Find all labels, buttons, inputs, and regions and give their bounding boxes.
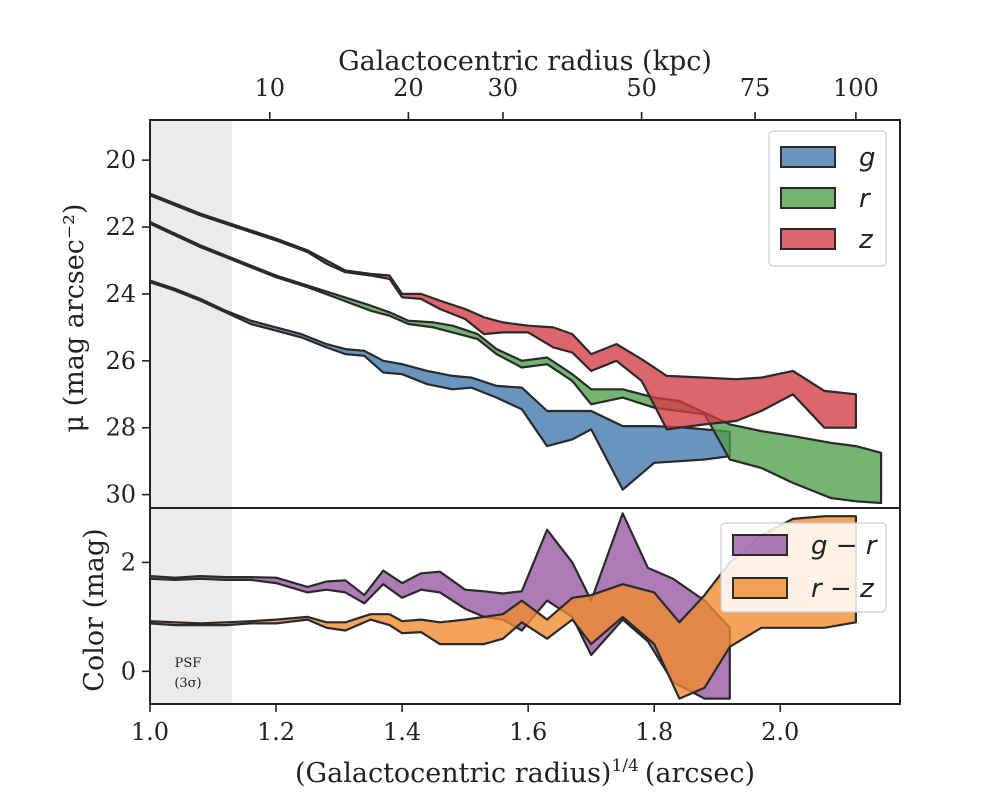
top-y-tick-label: 28 xyxy=(105,414,136,442)
area-z xyxy=(150,192,858,431)
area-r-z xyxy=(150,515,858,700)
top-axis-tick-label: 10 xyxy=(254,74,285,102)
top-y-tick-label: 26 xyxy=(105,347,136,375)
top-axis-tick-label: 30 xyxy=(488,74,519,102)
psf-sigma-label: (3σ) xyxy=(174,676,201,691)
bottom-y-tick-label: 2 xyxy=(121,548,136,576)
legend-label-r-z: r − z xyxy=(811,574,875,604)
legend-label-g: g xyxy=(859,143,876,173)
psf-band-bottom xyxy=(150,508,232,704)
top-axis-tick-label: 75 xyxy=(740,74,771,102)
x-tick-label: 1.6 xyxy=(509,718,547,746)
x-tick-label: 1.8 xyxy=(635,718,673,746)
legend-swatch-z xyxy=(780,228,836,250)
bottom-panel-areas xyxy=(150,512,858,700)
x-tick-label: 1.4 xyxy=(383,718,421,746)
bottom-legend: g − r r − z xyxy=(720,522,887,613)
legend-swatch-r xyxy=(780,187,836,209)
top-axis-tick-label: 100 xyxy=(833,74,879,102)
top-legend: grz xyxy=(768,130,887,267)
top-y-ticks: 20 22 24 26 28 30 xyxy=(105,146,150,509)
legend-swatch-g xyxy=(780,146,836,168)
legend-swatch-g-r xyxy=(732,534,788,556)
top-panel-areas xyxy=(150,192,883,505)
bottom-y-tick-label: 0 xyxy=(121,657,136,685)
bottom-panel-frame xyxy=(149,507,901,705)
x-tick-label: 1.0 xyxy=(131,718,169,746)
area-r xyxy=(150,220,883,505)
top-y-tick-label: 22 xyxy=(105,213,136,241)
bottom-y-ticks: 02 xyxy=(121,548,150,685)
x-tick-label: 2.0 xyxy=(761,718,799,746)
x-axis-label: (Galactocentric radius)1/4 (arcsec) xyxy=(295,756,755,789)
x-ticks: 1.0 1.2 1.4 1.6 1.8 2.0 xyxy=(131,704,799,746)
top-axis-label: Galactocentric radius (kpc) xyxy=(338,46,712,77)
legend-swatch-r-z xyxy=(732,577,788,599)
top-axis-ticks: 10 20 30 50 75 100 xyxy=(254,74,879,120)
top-y-axis-label: μ (mag arcsec⁻²) xyxy=(59,204,90,433)
legend-label-z: z xyxy=(858,225,874,255)
top-y-tick-label: 30 xyxy=(105,481,136,509)
top-y-tick-label: 20 xyxy=(105,146,136,174)
x-tick-label: 1.2 xyxy=(257,718,295,746)
bottom-y-axis-label: Color (mag) xyxy=(79,528,110,691)
psf-label: PSF xyxy=(175,656,202,671)
top-y-tick-label: 24 xyxy=(105,280,136,308)
psf-band-top xyxy=(150,120,232,508)
legend-label-g-r: g − r xyxy=(811,531,879,561)
top-axis-tick-label: 50 xyxy=(626,74,657,102)
legend-label-r: r xyxy=(859,184,872,214)
top-axis-tick-label: 20 xyxy=(393,74,424,102)
